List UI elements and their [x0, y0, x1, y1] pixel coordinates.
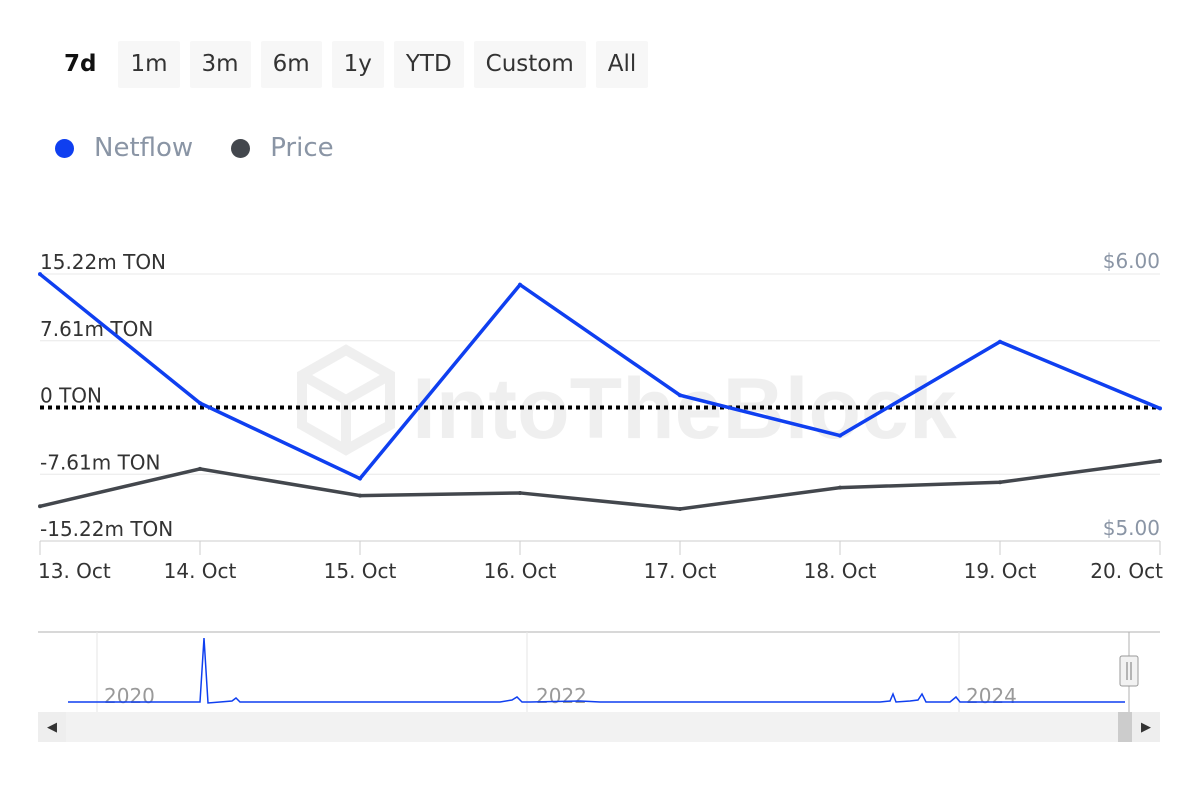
navigator[interactable]: 2020 2022 2024	[38, 631, 1160, 742]
x-tick-label: 20. Oct	[1090, 559, 1163, 583]
watermark-text: IntoTheBlock	[412, 361, 957, 457]
range-button-1m[interactable]: 1m	[118, 41, 180, 88]
x-tick-label: 17. Oct	[644, 559, 717, 583]
series-line-price	[39, 459, 1161, 511]
legend-item-netflow[interactable]: Netflow	[55, 133, 193, 163]
range-button-all[interactable]: All	[595, 41, 649, 88]
x-tick-label: 16. Oct	[484, 559, 557, 583]
data-point-price	[838, 485, 842, 490]
navigator-scrollbar-thumb	[1118, 712, 1132, 742]
data-point-netflow	[198, 401, 202, 406]
y-left-tick-label: -15.22m TON	[40, 517, 173, 541]
x-tick-label: 15. Oct	[324, 559, 397, 583]
data-point-netflow	[518, 282, 522, 287]
y-right-tick-label: $6.00	[1103, 249, 1160, 273]
legend-item-price[interactable]: Price	[231, 133, 334, 163]
legend-dot-netflow	[55, 138, 74, 158]
data-point-price	[678, 506, 682, 511]
range-button-3m[interactable]: 3m	[189, 41, 251, 88]
x-tick-label: 13. Oct	[38, 559, 111, 583]
scroll-left-button[interactable]: ◀	[38, 712, 66, 742]
range-button-7d[interactable]: 7d	[64, 51, 97, 77]
data-point-netflow	[838, 433, 842, 438]
series-layer	[38, 272, 1162, 511]
data-point-netflow	[358, 476, 362, 481]
navigator-handle	[1119, 655, 1139, 687]
legend-label-netflow: Netflow	[94, 133, 194, 163]
legend-label-price: Price	[270, 133, 334, 163]
legend-dot-price	[231, 138, 251, 158]
data-point-netflow	[998, 339, 1002, 344]
navigator-year-label: 2024	[966, 684, 1017, 708]
series-line-netflow	[38, 272, 1161, 481]
range-button-ytd[interactable]: YTD	[393, 41, 464, 88]
range-button-1y[interactable]: 1y	[331, 41, 384, 88]
y-left-tick-label: 15.22m TON	[40, 250, 166, 274]
navigator-year-label: 2022	[536, 684, 587, 708]
data-point-netflow	[38, 272, 42, 277]
range-button-custom[interactable]: Custom	[473, 41, 586, 88]
range-selector: 7d 1m 3m 6m 1y YTD Custom All	[52, 41, 649, 88]
x-tick-label: 14. Oct	[164, 559, 237, 583]
data-point-price	[358, 493, 362, 498]
y-right-tick-label: $5.00	[1103, 516, 1160, 540]
data-point-price	[1158, 458, 1162, 463]
watermark: IntoTheBlock	[297, 344, 957, 457]
data-point-price	[198, 466, 202, 471]
x-tick-label: 19. Oct	[964, 559, 1037, 583]
y-left-tick-label: -7.61m TON	[40, 450, 161, 474]
scroll-right-button[interactable]: ▶	[1132, 712, 1160, 742]
data-point-price	[998, 480, 1002, 485]
data-point-netflow	[678, 393, 682, 398]
chart-legend: Netflow Price	[55, 133, 334, 163]
range-button-6m[interactable]: 6m	[260, 41, 322, 88]
x-tick-label: 18. Oct	[804, 559, 877, 583]
navigator-series-line	[68, 637, 1125, 704]
data-point-netflow	[1158, 406, 1162, 411]
navigator-year-label: 2020	[104, 684, 155, 708]
data-point-price	[518, 490, 522, 495]
y-left-tick-label: 0 TON	[40, 384, 102, 408]
data-point-price	[38, 504, 42, 509]
navigator-scrollbar-track	[38, 712, 1160, 742]
